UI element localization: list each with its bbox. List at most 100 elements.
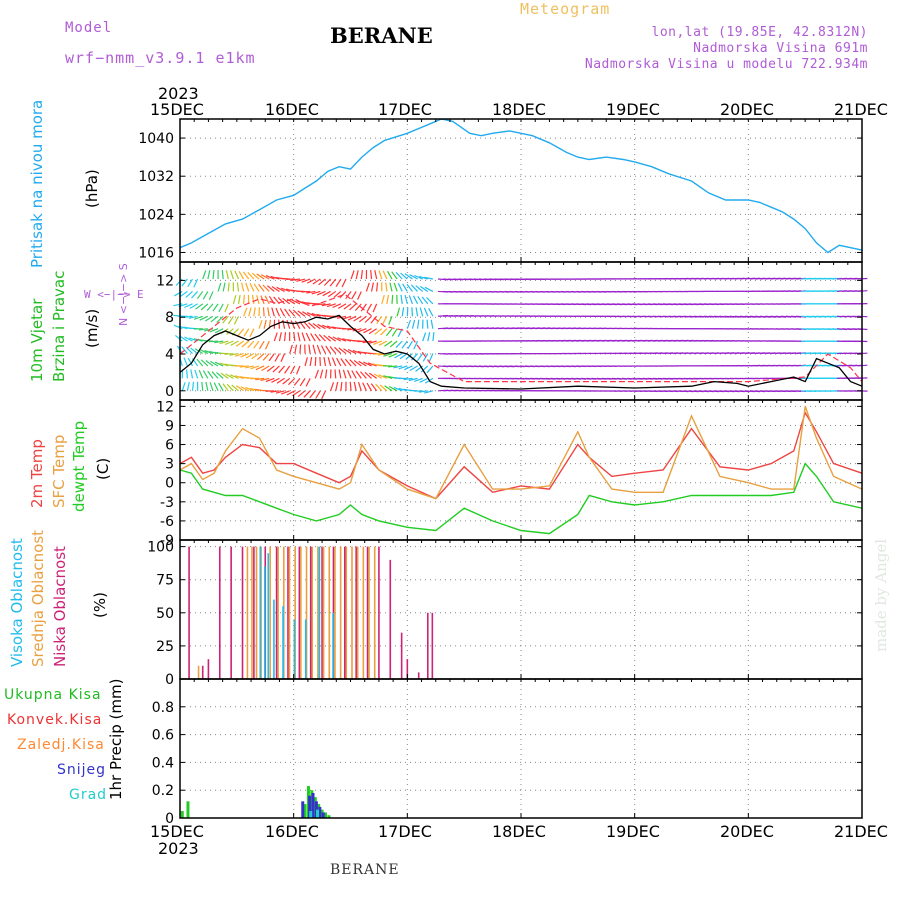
wind-arrow	[314, 333, 321, 342]
time-tick-top-6: 21DEC	[834, 100, 888, 119]
wind-arrow	[423, 276, 434, 280]
wind-arrow	[306, 312, 316, 317]
wind-arrow	[316, 290, 326, 296]
wind-arrow	[353, 381, 357, 391]
wind-arrow	[293, 378, 301, 386]
wind-arrow	[337, 303, 347, 309]
model-label: Model	[65, 20, 113, 36]
wind-arrow	[237, 328, 245, 337]
wind-arrow	[332, 336, 342, 342]
wind-arrow	[187, 357, 194, 367]
y-tick-label: -9	[160, 533, 174, 549]
wind-arrow	[249, 328, 255, 338]
wind-arrow	[196, 291, 204, 300]
wind-arrow	[304, 357, 308, 367]
legend-zaledj-kisa: Zaledj.Kisa	[17, 737, 105, 753]
y-tick-label: -6	[160, 514, 174, 530]
wind-arrow	[347, 315, 357, 321]
wind-arrow	[363, 361, 372, 367]
wind-arrow	[374, 328, 383, 335]
wind-arrow	[267, 307, 270, 317]
wind-arrow	[218, 382, 224, 392]
wind-arrow	[301, 278, 311, 283]
wind-arrow	[343, 348, 352, 355]
wind-arrow	[276, 286, 285, 292]
wind-arrow	[349, 381, 352, 391]
wind-arrow	[370, 315, 378, 324]
wind-arrow	[411, 307, 414, 317]
wind-arrow	[251, 294, 255, 304]
wind-arrow	[385, 328, 393, 337]
precip-rain-bar	[180, 811, 184, 818]
product-title: Meteogram	[520, 0, 611, 18]
wind-arrow	[205, 360, 214, 367]
wind-arrow	[283, 332, 287, 342]
wind-arrow	[195, 303, 204, 310]
wind-arrow	[204, 349, 214, 355]
wind-arrow	[312, 344, 316, 354]
wind-arrow	[226, 328, 234, 335]
wind-arrow	[403, 377, 413, 381]
wind-arrow	[294, 320, 301, 330]
wind-arrow	[301, 332, 306, 342]
wind-arrow	[214, 361, 224, 367]
wind-arrow	[357, 328, 367, 333]
wind-arrow	[265, 390, 275, 392]
wind-arrow	[428, 353, 434, 363]
wind-arrow	[222, 383, 229, 392]
wind-compass-we: W <−|−> E	[84, 288, 144, 301]
wind-arrow	[342, 338, 352, 342]
wind-arrow	[179, 335, 188, 342]
wind-arrow	[408, 295, 414, 305]
precip-snow-bar	[301, 801, 305, 818]
wind-arrow	[309, 357, 313, 367]
wind-arrow	[370, 383, 378, 392]
wind-arrow	[334, 346, 342, 354]
wind-arrow	[222, 315, 229, 324]
wind-arrow	[194, 369, 199, 379]
wind-arrow	[336, 357, 342, 367]
wind-arrow	[282, 319, 286, 329]
wind-arrow	[275, 307, 281, 317]
wind-arrow	[314, 369, 319, 379]
wind-arrow	[268, 353, 275, 362]
wind-arrow	[358, 360, 367, 367]
wind-arrow	[404, 365, 413, 371]
wind-arrow	[273, 332, 278, 342]
wind-arrow	[209, 328, 219, 333]
wind-arrow	[334, 369, 337, 379]
wind-arrow	[391, 271, 398, 280]
time-tick-bottom-5: 20DEC	[720, 822, 774, 841]
wind-arrow	[193, 278, 199, 288]
wind-arrow	[264, 340, 270, 350]
wind-arrow	[321, 303, 331, 307]
wind-arrow	[383, 352, 393, 357]
wind-arrow	[321, 390, 327, 400]
wind-arrow	[230, 340, 239, 346]
wind-arrow	[384, 340, 393, 347]
wind-arrow	[386, 270, 393, 280]
wind-arrow	[374, 270, 378, 280]
wind-arrow	[408, 377, 418, 382]
legend-konvek-kisa: Konvek.Kisa	[7, 712, 103, 728]
wind-arrow	[173, 324, 183, 330]
wind-arrow	[286, 390, 296, 396]
wind-arrow	[282, 377, 291, 385]
wind-arrow	[232, 295, 237, 305]
wind-arrow	[418, 390, 428, 393]
precip-rain-bar	[327, 815, 331, 818]
wind-arrow	[326, 325, 336, 330]
wind-arrow	[220, 372, 229, 379]
wind-arrow	[211, 371, 219, 379]
wind-arrow	[366, 382, 373, 392]
wind-arrow	[261, 274, 270, 280]
wind-arrow	[245, 353, 255, 359]
wind-arrow	[227, 282, 230, 292]
wind-arrow	[251, 272, 260, 280]
wind-arrow	[318, 334, 326, 342]
wind-arrow	[415, 285, 424, 292]
wind-arrow	[353, 315, 362, 322]
wind-arrow	[323, 278, 332, 286]
model-name: wrf−nmm_v3.9.1 e1km	[65, 49, 256, 67]
wind-arrow	[406, 283, 413, 292]
